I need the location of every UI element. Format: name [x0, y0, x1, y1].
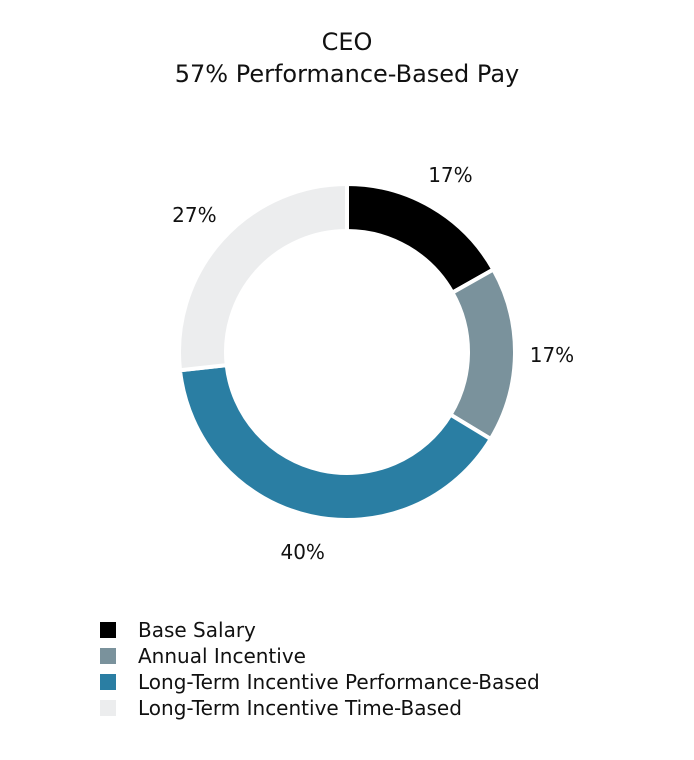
legend-label: Long-Term Incentive Time-Based — [138, 696, 462, 720]
chart-title: CEO — [321, 28, 373, 56]
donut-slice-annual-incentive — [447, 266, 517, 442]
slice-percent-label: 27% — [172, 203, 216, 227]
donut-slice-base-salary — [345, 181, 497, 296]
slice-percent-label: 17% — [428, 163, 472, 187]
legend-swatch — [100, 700, 116, 716]
donut-chart: 17% 17% 40% 27% — [172, 163, 574, 564]
legend-swatch — [100, 674, 116, 690]
donut-slice-lti-time — [177, 181, 349, 373]
slice-percent-label: 40% — [280, 540, 324, 564]
donut-slice-lti-performance — [177, 362, 494, 522]
legend-item-base-salary: Base Salary — [100, 617, 540, 643]
legend-swatch — [100, 648, 116, 664]
legend-label: Annual Incentive — [138, 644, 306, 668]
slice-percent-label: 17% — [530, 343, 574, 367]
legend-swatch — [100, 622, 116, 638]
chart-title-block: CEO 57% Performance-Based Pay — [0, 26, 694, 90]
legend-item-lti-performance: Long-Term Incentive Performance-Based — [100, 669, 540, 695]
legend-item-annual-incentive: Annual Incentive — [100, 643, 540, 669]
legend-label: Long-Term Incentive Performance-Based — [138, 670, 540, 694]
chart-subtitle: 57% Performance-Based Pay — [174, 60, 520, 88]
legend-label: Base Salary — [138, 618, 256, 642]
chart-legend: Base Salary Annual Incentive Long-Term I… — [100, 617, 540, 721]
legend-item-lti-time: Long-Term Incentive Time-Based — [100, 695, 540, 721]
